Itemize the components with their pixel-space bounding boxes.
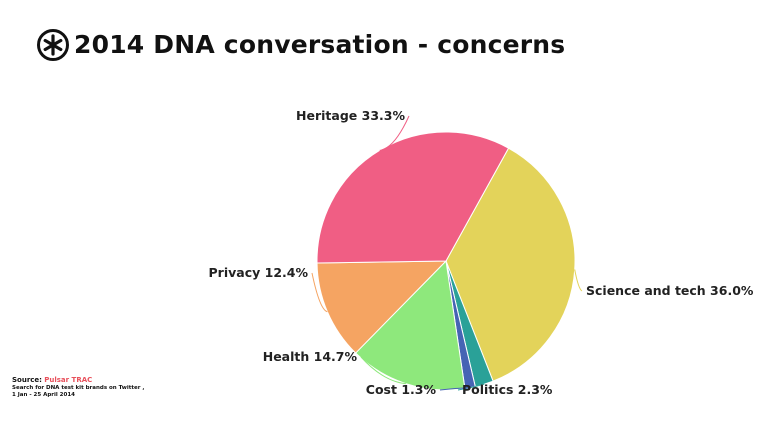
pie-slices	[316, 131, 576, 391]
pie-labels: Science and tech 36.0% Politics 2.3% Cost …	[209, 108, 754, 397]
leader-line-cost	[439, 387, 471, 391]
leader-line-politics	[457, 383, 485, 391]
source-label: Source:	[12, 376, 42, 384]
page-title: 2014 DNA conversation - concerns	[74, 30, 566, 59]
source-date-range: 1 Jan - 25 April 2014	[12, 391, 75, 398]
pie-label-science-and-tech: Science and tech 36.0%	[586, 283, 754, 298]
leader-line-health	[360, 356, 407, 385]
source-note: Source: Pulsar TRAC Search for DNA test …	[12, 376, 144, 399]
pie-label-privacy: Privacy 12.4%	[209, 265, 309, 280]
source-description: Search for DNA test kit brands on Twitte…	[12, 384, 145, 391]
pie-label-politics: Politics 2.3%	[462, 382, 553, 397]
pie-label-heritage: Heritage 33.3%	[296, 108, 405, 123]
source-name: Pulsar TRAC	[44, 376, 93, 384]
pie-slice-privacy	[316, 260, 448, 354]
brand-logo-icon	[37, 29, 69, 61]
pie-label-health: Health 14.7%	[263, 349, 358, 364]
leader-line-privacy	[311, 272, 328, 313]
pie-slice-health	[354, 259, 466, 391]
pie-label-cost: Cost 1.3%	[366, 382, 437, 397]
leader-line-heritage	[379, 115, 410, 151]
leader-line-science-and-tech	[574, 269, 583, 292]
pie-leader-lines	[311, 115, 583, 391]
